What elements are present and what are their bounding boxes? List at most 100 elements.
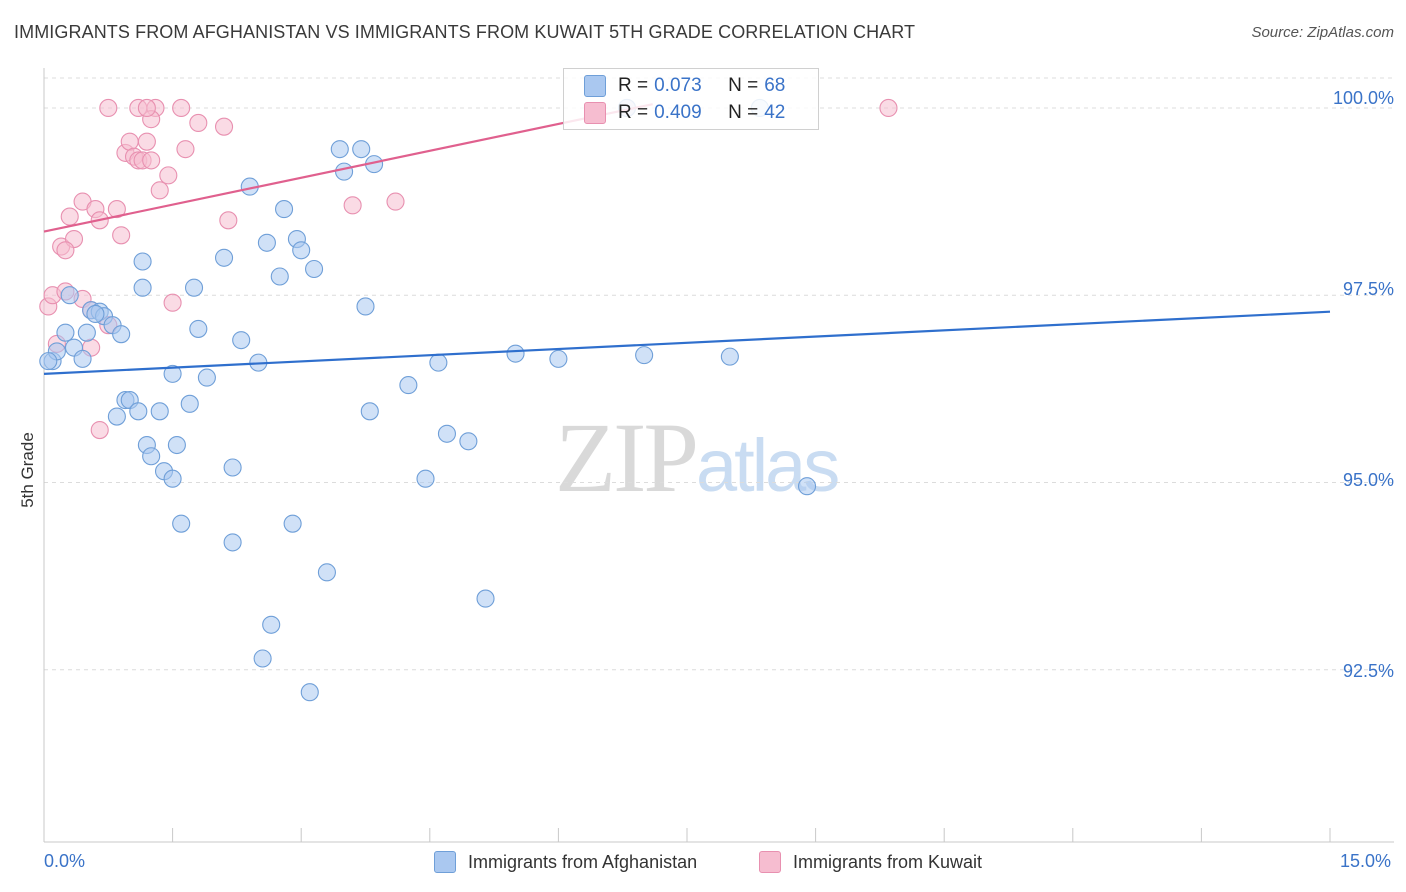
afghanistan-point (107, 407, 126, 426)
legend-swatch-blue (434, 851, 456, 873)
afghanistan-point (330, 140, 349, 159)
afghanistan-point (335, 162, 354, 181)
afghanistan-points (39, 98, 817, 702)
afghanistan-point (112, 325, 131, 344)
afghanistan-point (437, 424, 456, 443)
watermark-atlas: atlas (696, 424, 840, 507)
r-label: R = (618, 102, 649, 123)
afghanistan-point (223, 533, 242, 552)
afghanistan-point (253, 649, 272, 668)
afghanistan-point (459, 432, 478, 451)
kuwait-trend-line (43, 103, 653, 233)
kuwait-point (176, 140, 195, 159)
afghanistan-point (283, 514, 302, 533)
afghanistan-point (360, 402, 379, 421)
afghanistan-point (150, 402, 169, 421)
afghanistan-point (399, 376, 418, 395)
afghanistan-point (223, 458, 242, 477)
afghanistan-trend-line (43, 310, 1331, 375)
afghanistan-point (270, 267, 289, 286)
afghanistan-point (60, 286, 79, 305)
zipatlas-watermark: ZIPatlas (555, 400, 840, 515)
axes (43, 68, 1394, 843)
kuwait-point (343, 196, 362, 215)
afghanistan-point (549, 349, 568, 368)
afghanistan-point (262, 615, 281, 634)
stat-row-kuwait: R = 0.409 N = 42 (584, 100, 785, 126)
x-tick-label-min: 0.0% (44, 851, 86, 871)
afghanistan-swatch (584, 75, 606, 97)
n-value: 68 (764, 75, 786, 96)
afghanistan-point (73, 349, 92, 368)
kuwait-point (60, 207, 79, 226)
afghanistan-point (416, 469, 435, 488)
kuwait-point (386, 192, 405, 211)
y-tick-label: 92.5% (1342, 661, 1394, 681)
afghanistan-point (635, 346, 654, 365)
afghanistan-point (39, 352, 58, 371)
y-tick-label: 100.0% (1332, 88, 1394, 108)
kuwait-point (219, 211, 238, 230)
legend-label: Immigrants from Afghanistan (468, 851, 698, 872)
kuwait-point (879, 98, 898, 118)
watermark-zip: ZIP (555, 402, 699, 513)
kuwait-points (39, 98, 898, 440)
kuwait-point (159, 166, 178, 185)
kuwait-swatch (584, 102, 606, 124)
afghanistan-point (133, 252, 152, 271)
y-axis-label: 5th Grade (18, 432, 37, 508)
y-tick-label: 95.0% (1342, 470, 1394, 490)
trend-lines (43, 103, 1331, 375)
afghanistan-point (163, 364, 182, 383)
chart-title: IMMIGRANTS FROM AFGHANISTAN VS IMMIGRANT… (14, 22, 916, 42)
grid-lines (44, 77, 1394, 671)
kuwait-point (120, 132, 139, 151)
kuwait-point (99, 98, 118, 118)
kuwait-point (56, 241, 75, 260)
afghanistan-point (232, 331, 251, 350)
afghanistan-point (214, 248, 234, 267)
n-label: N = (728, 102, 759, 123)
legend-item-afghanistan[interactable]: Immigrants from Afghanistan (434, 851, 697, 873)
afghanistan-point (167, 435, 186, 455)
afghanistan-point (720, 347, 739, 366)
kuwait-point (189, 113, 208, 132)
r-value: 0.073 (654, 75, 702, 96)
stat-row-afghanistan: R = 0.073 N = 68 (584, 73, 785, 99)
afghanistan-point (506, 344, 525, 363)
afghanistan-point (257, 233, 276, 252)
afghanistan-point (133, 278, 152, 297)
afghanistan-point (56, 323, 75, 342)
afghanistan-point (275, 200, 294, 219)
legend-swatch-pink (759, 851, 781, 873)
r-label: R = (618, 75, 649, 96)
source-label: Source: ZipAtlas.com (1251, 24, 1394, 41)
afghanistan-point (300, 683, 319, 702)
afghanistan-point (476, 589, 495, 608)
afghanistan-point (129, 402, 148, 421)
kuwait-point (137, 98, 156, 118)
kuwait-point (214, 117, 234, 136)
r-value: 0.409 (654, 102, 702, 123)
afghanistan-point (172, 514, 191, 533)
legend-item-kuwait[interactable]: Immigrants from Kuwait (759, 851, 982, 873)
kuwait-point (142, 151, 161, 170)
afghanistan-point (86, 304, 105, 323)
n-label: N = (728, 75, 759, 96)
kuwait-point (163, 293, 182, 312)
afghanistan-point (184, 278, 204, 297)
afghanistan-point (356, 297, 375, 316)
afghanistan-point (163, 469, 182, 488)
afghanistan-point (797, 477, 817, 496)
kuwait-point (112, 226, 131, 245)
y-tick-label: 97.5% (1342, 279, 1394, 299)
afghanistan-point (305, 259, 324, 279)
afghanistan-point (292, 241, 311, 260)
afghanistan-point (142, 447, 161, 466)
kuwait-point (107, 200, 126, 219)
afghanistan-point (317, 563, 336, 582)
legend-label: Immigrants from Kuwait (793, 851, 983, 872)
kuwait-point (172, 98, 191, 118)
afghanistan-point (197, 368, 216, 387)
